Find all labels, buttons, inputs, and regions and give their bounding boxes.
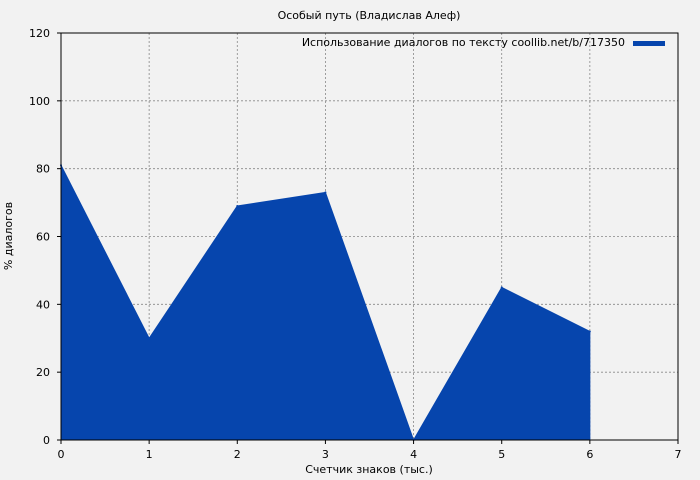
data-point — [236, 204, 239, 207]
x-tick-label: 6 — [586, 448, 593, 461]
y-tick-label: 120 — [29, 27, 50, 40]
y-axis-ticks: 0 20 40 60 80 100 120 — [29, 27, 61, 447]
y-tick-label: 20 — [36, 366, 50, 379]
legend-label: Использование диалогов по тексту coollib… — [302, 36, 625, 49]
area-series — [60, 165, 591, 442]
y-tick-label: 80 — [36, 163, 50, 176]
x-tick-label: 2 — [234, 448, 241, 461]
legend-swatch — [633, 41, 665, 46]
x-tick-label: 3 — [322, 448, 329, 461]
data-point — [148, 337, 151, 340]
data-point — [324, 191, 327, 194]
x-tick-label: 4 — [410, 448, 417, 461]
chart-title: Особый путь (Владислав Алеф) — [278, 9, 461, 22]
x-tick-label: 1 — [146, 448, 153, 461]
y-tick-label: 100 — [29, 95, 50, 108]
data-point — [500, 286, 503, 289]
x-axis-label: Счетчик знаков (тыс.) — [305, 463, 433, 476]
y-tick-label: 0 — [43, 434, 50, 447]
legend: Использование диалогов по тексту coollib… — [302, 36, 665, 49]
x-tick-label: 0 — [58, 448, 65, 461]
x-axis-ticks: 0 1 2 3 4 5 6 7 — [58, 440, 682, 461]
x-tick-label: 7 — [675, 448, 682, 461]
y-tick-label: 40 — [36, 298, 50, 311]
y-axis-label: % диалогов — [2, 202, 15, 270]
data-point — [588, 330, 591, 333]
x-tick-label: 5 — [498, 448, 505, 461]
y-tick-label: 60 — [36, 231, 50, 244]
